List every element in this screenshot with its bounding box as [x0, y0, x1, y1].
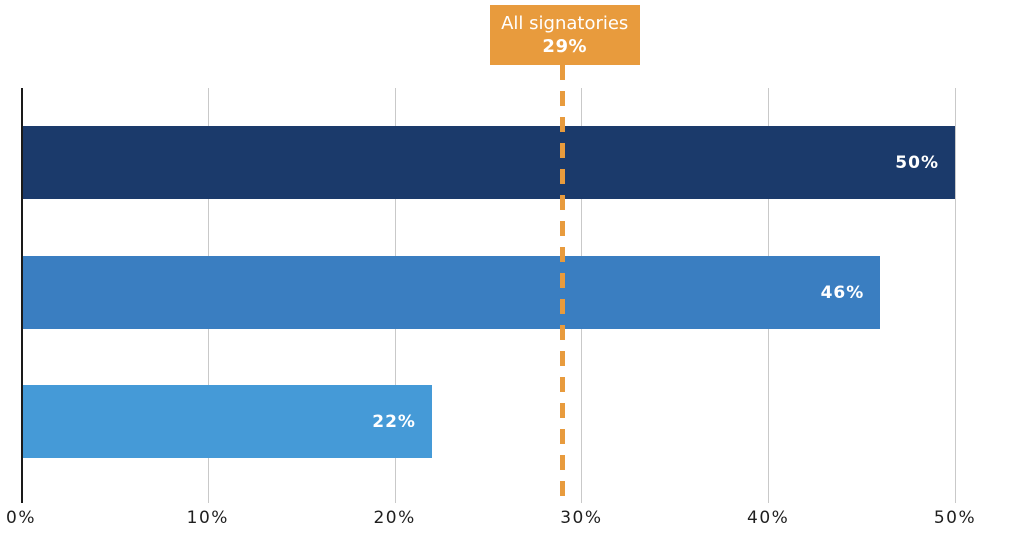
reference-line	[560, 65, 566, 503]
y-axis-line	[21, 88, 23, 503]
bar-3: 22%	[23, 385, 432, 458]
bar-1: 50%	[23, 126, 955, 199]
gridline-50	[955, 88, 956, 503]
plot-area: 50% 46% 22% 0% 10% 20% 30% 40% 50%	[6, 88, 975, 528]
bar-value-label: 50%	[895, 152, 939, 173]
x-tick-label-40: 40%	[747, 508, 790, 528]
x-tick-label-0: 0%	[6, 508, 36, 528]
annotation-box: All signatories 29%	[489, 5, 640, 65]
x-tick-label-10: 10%	[186, 508, 229, 528]
bar-value-label: 22%	[372, 411, 416, 432]
bar-2: 46%	[23, 256, 881, 329]
annotation-title: All signatories	[501, 13, 629, 35]
bar-value-label: 46%	[820, 282, 865, 303]
annotation-value: 29%	[542, 36, 588, 58]
x-tick-label-30: 30%	[560, 508, 603, 528]
x-tick-label-20: 20%	[373, 508, 416, 528]
x-tick-label-50: 50%	[933, 508, 977, 528]
